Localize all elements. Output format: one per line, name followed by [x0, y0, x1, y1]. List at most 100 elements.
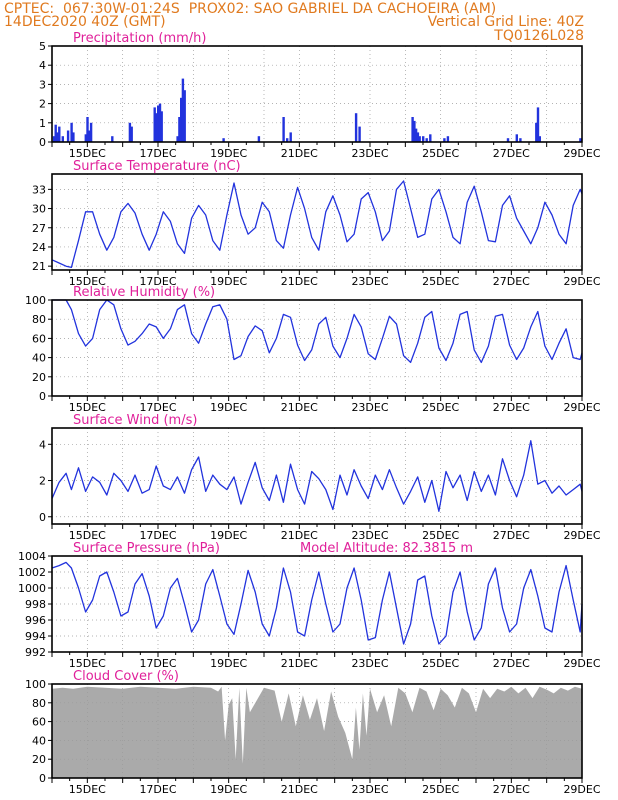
- precip-bar: [84, 134, 87, 142]
- series-line: [52, 299, 583, 364]
- y-tick-label: 2: [39, 475, 46, 488]
- y-tick-label: 0: [39, 511, 46, 524]
- header-date: 14DEC2020 40Z (GMT): [4, 14, 166, 30]
- precip-bar: [58, 126, 61, 142]
- panel-frame: [51, 173, 583, 271]
- y-tick-label: 4: [39, 438, 46, 451]
- y-tick-label: 1000: [18, 582, 46, 595]
- y-tick-label: 0: [39, 390, 46, 403]
- y-tick-label: 100: [25, 678, 46, 691]
- precip-bar: [155, 113, 158, 142]
- y-tick-label: 60: [32, 332, 46, 345]
- precip-bar: [358, 126, 361, 142]
- y-tick-label: 21: [32, 260, 46, 273]
- x-tick-label: 29DEC: [563, 657, 600, 670]
- x-tick-label: 23DEC: [351, 783, 388, 796]
- y-tick-label: 33: [32, 183, 46, 196]
- precip-bar: [54, 124, 57, 142]
- precip-bar: [422, 136, 425, 142]
- y-tick-label: 992: [25, 646, 46, 659]
- x-tick-label: 29DEC: [563, 275, 600, 288]
- x-tick-label: 29DEC: [563, 529, 600, 542]
- y-tick-label: 0: [39, 772, 46, 785]
- series-line: [51, 440, 583, 512]
- precip-bar: [443, 138, 446, 142]
- x-tick-label: 29DEC: [563, 147, 600, 160]
- precip-bar: [354, 113, 358, 142]
- precip-bar: [128, 122, 132, 142]
- precip-bar: [157, 105, 160, 142]
- precip-bar: [413, 120, 416, 142]
- precip-bar: [579, 138, 582, 142]
- series-line: [51, 561, 583, 645]
- x-tick-label: 29DEC: [563, 401, 600, 414]
- x-tick-label: 15DEC: [69, 401, 106, 414]
- x-tick-label: 23DEC: [351, 657, 388, 670]
- precip-bar: [538, 136, 541, 142]
- x-tick-label: 21DEC: [281, 529, 318, 542]
- x-tick-label: 19DEC: [210, 657, 247, 670]
- x-tick-label: 29DEC: [563, 783, 600, 796]
- x-tick-label: 17DEC: [139, 147, 176, 160]
- precip-bar: [180, 97, 183, 142]
- y-tick-label: 60: [32, 716, 46, 729]
- panel-4: 0 2 4 15DEC 17DEC 19DEC 21DEC 23DEC 25DEC 27DEC 29…: [39, 413, 601, 542]
- precip-bar: [178, 117, 181, 142]
- series-line: [51, 180, 583, 269]
- x-tick-label: 27DEC: [493, 783, 530, 796]
- header-model-id: TQ0126L028: [494, 28, 584, 44]
- x-tick-label: 23DEC: [351, 529, 388, 542]
- precip-bar: [176, 136, 179, 142]
- x-tick-label: 17DEC: [139, 783, 176, 796]
- header-line1: CPTEC: 067:30W-01:24S PROX02: SAO GABRIE…: [4, 1, 497, 17]
- precip-bar: [536, 107, 540, 142]
- panel-title: Relative Humidity (%): [73, 285, 215, 300]
- precip-bar: [88, 130, 91, 142]
- x-tick-label: 21DEC: [281, 657, 318, 670]
- x-tick-label: 23DEC: [351, 147, 388, 160]
- x-tick-label: 15DEC: [69, 275, 106, 288]
- y-tick-label: 80: [32, 313, 46, 326]
- panel-title: Precipitation (mm/h): [73, 31, 206, 46]
- y-tick-label: 994: [25, 630, 46, 643]
- x-tick-label: 27DEC: [493, 529, 530, 542]
- y-tick-label: 80: [32, 697, 46, 710]
- y-tick-label: 1002: [18, 566, 46, 579]
- x-tick-label: 21DEC: [281, 783, 318, 796]
- x-tick-label: 21DEC: [281, 275, 318, 288]
- y-tick-label: 1: [39, 117, 46, 130]
- precip-bar: [153, 107, 156, 142]
- panel-6: 0 20 40 60 80 100 15DEC 17DEC 19DEC 21DEC 23DEC 25D…: [25, 669, 601, 796]
- x-tick-label: 27DEC: [493, 657, 530, 670]
- y-tick-label: 30: [32, 203, 46, 216]
- x-tick-label: 17DEC: [139, 657, 176, 670]
- precip-bar: [66, 130, 70, 142]
- x-tick-label: 15DEC: [69, 529, 106, 542]
- y-tick-label: 27: [32, 222, 46, 235]
- y-tick-label: 4: [39, 59, 46, 72]
- x-tick-label: 19DEC: [210, 275, 247, 288]
- x-tick-label: 23DEC: [351, 275, 388, 288]
- y-tick-label: 24: [32, 241, 46, 254]
- x-tick-label: 15DEC: [69, 147, 106, 160]
- y-tick-label: 3: [39, 78, 46, 91]
- x-tick-label: 17DEC: [139, 529, 176, 542]
- x-tick-label: 27DEC: [493, 275, 530, 288]
- panel-1: 0 1 2 3 4 5 15DEC 17DEC 19DEC 21DEC 23DEC 25DEC 27DE…: [39, 31, 601, 160]
- y-tick-label: 996: [25, 614, 46, 627]
- precip-bar: [506, 138, 510, 142]
- panel-5: 992 994 996 998 1000 1002 1004 15DEC 17DEC 19DEC 2…: [18, 541, 601, 670]
- precip-bar: [519, 138, 522, 142]
- panel-3: 0 20 40 60 80 100 15DEC 17DEC 19DEC 21DEC 23DEC 25D…: [25, 285, 601, 414]
- precip-bar: [425, 138, 428, 142]
- precip-bar: [515, 134, 518, 142]
- panel-2: 21 24 27 30 33 15DEC 17DEC 19DEC 21DEC 23DEC 25DEC…: [32, 159, 601, 288]
- precip-bar: [72, 132, 75, 142]
- precip-bar: [222, 138, 225, 142]
- precip-bar: [416, 132, 420, 142]
- x-tick-label: 19DEC: [210, 529, 247, 542]
- precip-bar: [282, 117, 285, 142]
- precip-bar: [289, 132, 292, 142]
- precip-bar: [181, 78, 185, 142]
